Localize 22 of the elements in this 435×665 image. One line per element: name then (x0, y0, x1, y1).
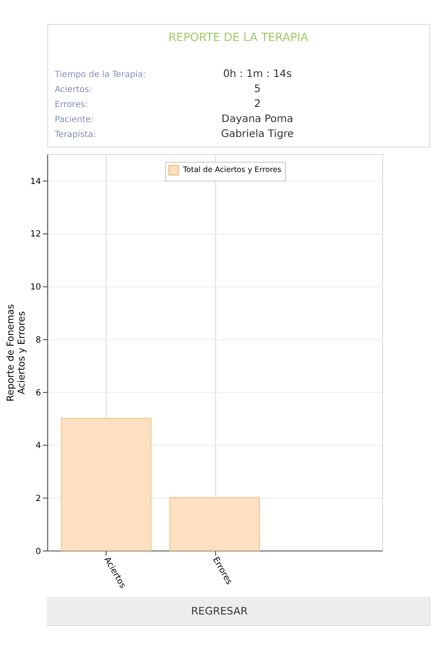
text: Tiempo de la Terapia: (54, 70, 146, 80)
chart-title: REPORTE DE LA TERAPIA (168, 30, 308, 44)
y-tick-label: 2 (36, 494, 42, 504)
text: Terapista: (54, 130, 96, 140)
text: Paciente: (54, 115, 94, 126)
text: 2 (254, 98, 261, 110)
y-tick-label: 6 (36, 388, 42, 398)
text: 0h : 1m : 14s (223, 68, 292, 80)
legend-label: Total de Aciertos y Errores (182, 165, 282, 174)
y-tick-label: 10 (30, 282, 42, 293)
text: 5 (254, 82, 261, 95)
text: Dayana Poma (222, 113, 294, 126)
text: Gabriela Tigre (220, 128, 294, 140)
text: REGRESAR (191, 606, 248, 618)
y-tick-label: 14 (30, 176, 42, 187)
y-tick-label: 4 (36, 441, 42, 452)
text: Errores: (54, 100, 88, 110)
y-tick-label: 8 (36, 335, 42, 346)
y-tick-label: 12 (30, 230, 42, 240)
text: Aciertos: (54, 84, 92, 95)
y-tick-label: 0 (36, 546, 42, 557)
y-axis-title: Reporte de Fonemas Aciertos y Errores (5, 304, 28, 402)
